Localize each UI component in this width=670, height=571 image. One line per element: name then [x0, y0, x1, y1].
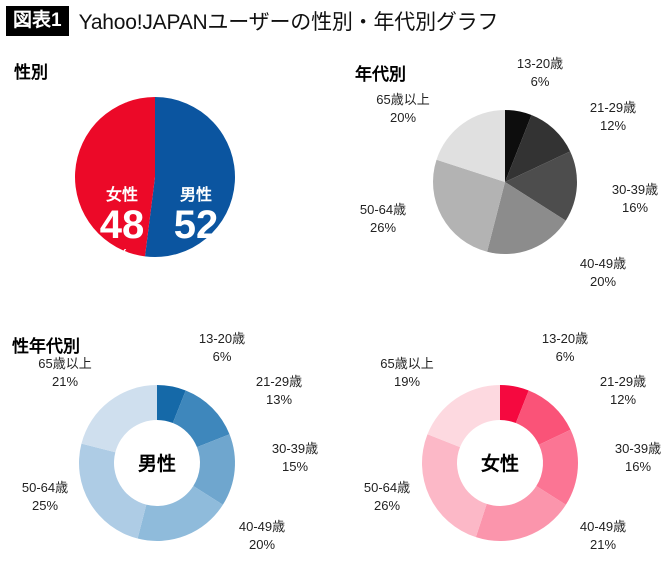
female-label-2: 21-29歳 [600, 374, 646, 389]
age-value-1: 6% [531, 74, 550, 89]
male-slice-5[interactable] [79, 443, 147, 539]
female-value-1: 6% [556, 349, 575, 364]
female-slice-3[interactable] [536, 429, 578, 505]
gender-slice-女性[interactable] [74, 97, 155, 257]
page-header: 図表1 Yahoo!JAPANユーザーの性別・年代別グラフ [0, 0, 670, 42]
age-slice-6[interactable] [436, 110, 505, 182]
donut-center-label-male: 男性 [138, 452, 176, 475]
chart-panel-age: 年代別 13-20歳 6% 21-29歳 12% 30-39歳 16% 40-49歳 20% 5… [335, 42, 670, 310]
age-label-2: 21-29歳 [590, 100, 636, 115]
chart-title-gender: 性別 [14, 63, 48, 82]
age-value-5: 26% [370, 220, 396, 235]
male-label-5: 50-64歳 [22, 480, 68, 495]
male-value-2: 13% [266, 392, 292, 407]
male-value-1: 6% [213, 349, 232, 364]
female-value-2: 12% [610, 392, 636, 407]
male-label-3: 30-39歳 [272, 441, 318, 456]
chart-panel-gender: 性別 女性 48 % 男性 52 % [0, 42, 335, 310]
male-label-group: 13-20歳 6% 21-29歳 13% 30-39歳 15% 40-49歳 20% 50-64… [22, 331, 318, 552]
gender-slice-unit-male: % [189, 246, 202, 263]
pie-chart-gender: 女性 48 % 男性 52 % [74, 97, 235, 263]
figure-badge: 図表1 [6, 6, 69, 36]
female-label-6: 65歳以上 [380, 356, 433, 371]
gender-slice-value-female: 48 [100, 203, 145, 247]
female-value-6: 19% [394, 374, 420, 389]
age-slice-group [433, 110, 577, 254]
female-label-4: 40-49歳 [580, 519, 626, 534]
chart-panel-female: 13-20歳 6% 21-29歳 12% 30-39歳 16% 40-49歳 21% 50-64… [335, 310, 670, 571]
male-value-4: 20% [249, 537, 275, 552]
female-value-4: 21% [590, 537, 616, 552]
male-slice-4[interactable] [137, 486, 223, 541]
male-slice-group [79, 385, 236, 541]
gender-slice-男性[interactable] [144, 97, 235, 257]
male-slice-2[interactable] [172, 390, 230, 448]
female-label-3: 30-39歳 [615, 441, 661, 456]
male-value-6: 21% [52, 374, 78, 389]
gender-slice-value-male: 52 [174, 203, 219, 247]
age-value-3: 16% [622, 200, 648, 215]
age-label-3: 30-39歳 [612, 182, 658, 197]
male-value-3: 15% [282, 459, 308, 474]
age-slice-4[interactable] [487, 182, 566, 254]
gender-slice-label-male: 男性 [180, 185, 212, 204]
female-value-3: 16% [625, 459, 651, 474]
age-label-5: 50-64歳 [360, 202, 406, 217]
age-value-6: 20% [390, 110, 416, 125]
male-slice-6[interactable] [81, 385, 157, 453]
age-label-4: 40-49歳 [580, 256, 626, 271]
age-slice-1[interactable] [505, 110, 532, 182]
male-label-1: 13-20歳 [199, 331, 245, 346]
male-value-5: 25% [32, 498, 58, 513]
pie-chart-age: 13-20歳 6% 21-29歳 12% 30-39歳 16% 40-49歳 20% 50-64… [360, 56, 658, 289]
female-label-1: 13-20歳 [542, 331, 588, 346]
female-slice-2[interactable] [515, 390, 571, 445]
age-slice-3[interactable] [505, 151, 577, 221]
chart-panel-male: 性年代別 13-20歳 6% 21-29歳 13% 30-39歳 15% 40-49歳 20%… [0, 310, 335, 571]
age-label-1: 13-20歳 [517, 56, 563, 71]
age-slice-5[interactable] [433, 159, 505, 252]
gender-slice-group [74, 97, 235, 257]
donut-chart-female: 13-20歳 6% 21-29歳 12% 30-39歳 16% 40-49歳 21% 50-64… [364, 331, 661, 552]
chart-title-age: 年代別 [355, 65, 406, 84]
age-label-6: 65歳以上 [376, 92, 429, 107]
donut-center-label-female: 女性 [481, 452, 519, 475]
age-label-group: 13-20歳 6% 21-29歳 12% 30-39歳 16% 40-49歳 20% 50-64… [360, 56, 658, 289]
female-label-group: 13-20歳 6% 21-29歳 12% 30-39歳 16% 40-49歳 21% 50-64… [364, 331, 661, 552]
female-slice-4[interactable] [475, 486, 566, 541]
female-slice-5[interactable] [422, 434, 487, 538]
page-title: Yahoo!JAPANユーザーの性別・年代別グラフ [78, 11, 499, 34]
male-slice-1[interactable] [157, 385, 186, 424]
gender-slice-label-female: 女性 [106, 185, 138, 204]
donut-chart-male: 13-20歳 6% 21-29歳 13% 30-39歳 15% 40-49歳 20% 50-64… [22, 331, 318, 552]
gender-slice-unit-female: % [115, 246, 128, 263]
female-slice-group [422, 385, 578, 541]
female-label-5: 50-64歳 [364, 480, 410, 495]
age-value-2: 12% [600, 118, 626, 133]
age-slice-2[interactable] [505, 115, 571, 182]
female-slice-6[interactable] [427, 385, 500, 448]
male-slice-3[interactable] [193, 434, 236, 505]
male-label-4: 40-49歳 [239, 519, 285, 534]
female-value-5: 26% [374, 498, 400, 513]
male-label-6: 65歳以上 [38, 356, 91, 371]
male-label-2: 21-29歳 [256, 374, 302, 389]
chart-title-male: 性年代別 [12, 337, 80, 356]
female-slice-1[interactable] [500, 385, 529, 424]
age-value-4: 20% [590, 274, 616, 289]
